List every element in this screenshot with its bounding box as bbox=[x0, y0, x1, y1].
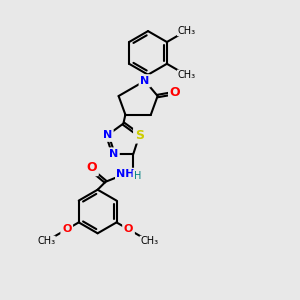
Text: S: S bbox=[135, 129, 144, 142]
Text: CH₃: CH₃ bbox=[178, 26, 196, 36]
Text: CH₃: CH₃ bbox=[37, 236, 55, 246]
Text: N: N bbox=[109, 149, 118, 159]
Text: CH₃: CH₃ bbox=[178, 26, 196, 36]
Text: O: O bbox=[124, 224, 133, 234]
Text: CH₃: CH₃ bbox=[178, 70, 196, 80]
Text: O: O bbox=[62, 224, 71, 234]
Text: H: H bbox=[134, 171, 141, 181]
Text: N: N bbox=[103, 130, 112, 140]
Text: O: O bbox=[86, 161, 97, 174]
Text: CH₃: CH₃ bbox=[178, 70, 196, 80]
Text: O: O bbox=[170, 86, 181, 99]
Text: N: N bbox=[140, 76, 149, 86]
Text: CH₃: CH₃ bbox=[140, 236, 158, 246]
Text: NH: NH bbox=[116, 169, 135, 179]
